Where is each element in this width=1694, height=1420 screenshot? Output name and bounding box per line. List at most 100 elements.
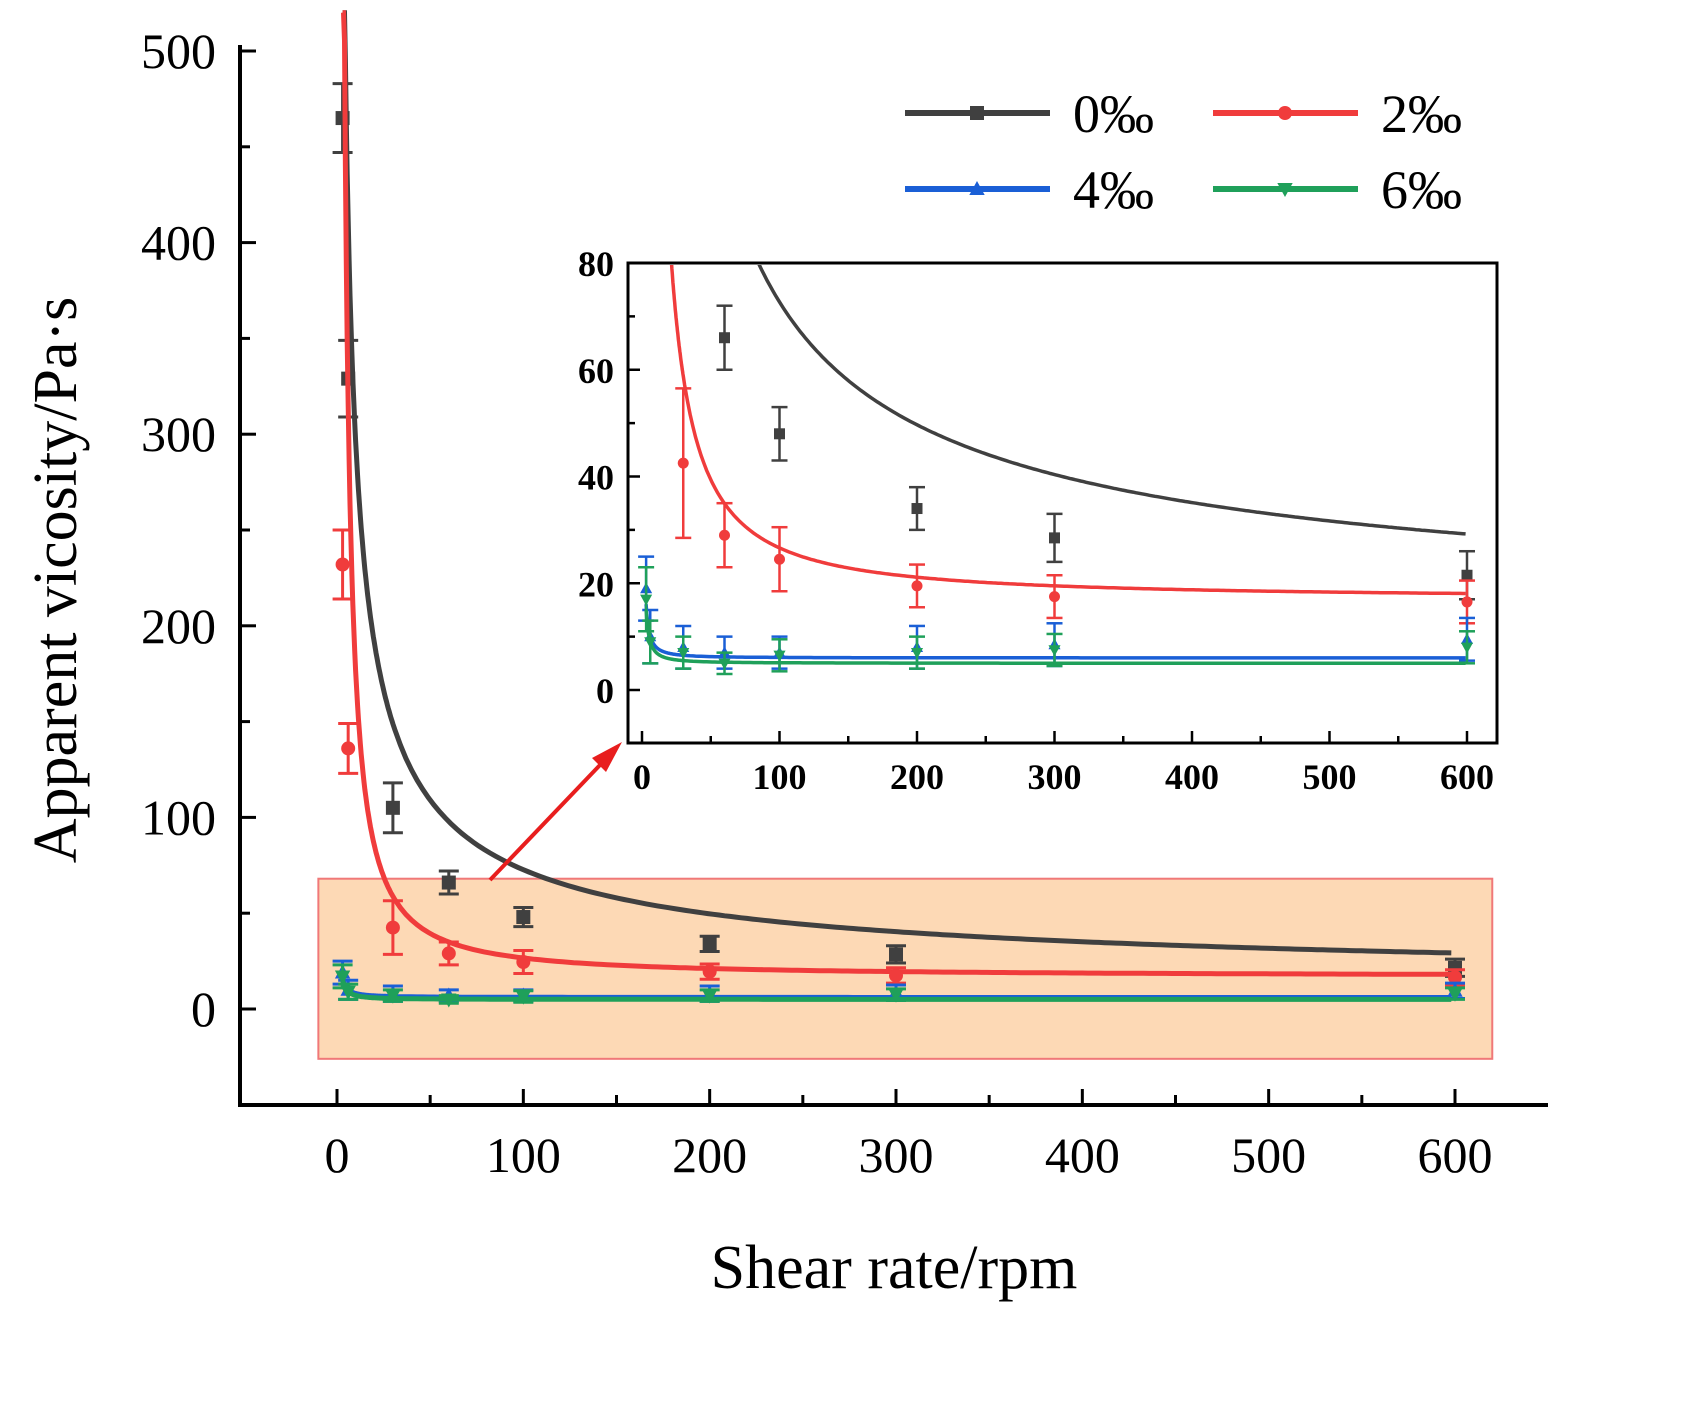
legend-item-1: 2‰: [1213, 84, 1462, 144]
inset-data-point: [677, 457, 689, 469]
inset-fit-curve: [669, 265, 1466, 596]
arrow-head: [592, 742, 622, 772]
inset-data-point: [774, 428, 785, 440]
inset-data-point: [1049, 591, 1060, 603]
inset-data-point: [773, 650, 786, 662]
y-tick-label: 0: [191, 981, 216, 1037]
data-point: [1447, 987, 1463, 1002]
data-point: [516, 910, 531, 925]
data-point: [702, 936, 717, 951]
data-point: [889, 968, 903, 983]
inset-x-tick-label: 300: [1028, 757, 1082, 797]
inset-data-point: [718, 658, 731, 670]
series-1: [332, 10, 1465, 987]
inset-series-group: [638, 265, 1475, 676]
y-tick-label: 100: [141, 789, 216, 845]
inset-y-tick-label: 60: [578, 351, 614, 391]
fit-curve: [342, 10, 1452, 956]
legend-item-2: 4‰: [905, 160, 1154, 220]
legend-label: 2‰: [1381, 84, 1462, 144]
legend-marker: [1277, 183, 1293, 198]
inset-data-point: [910, 647, 924, 659]
inset-data-point: [719, 332, 730, 344]
inset-data-point: [774, 553, 785, 565]
x-tick-label: 300: [859, 1127, 934, 1183]
x-tick-label: 0: [325, 1127, 350, 1183]
inset-x-tick-label: 200: [890, 757, 944, 797]
inset-fit-curve: [644, 609, 1466, 666]
data-point: [888, 988, 904, 1003]
inset-frame: [626, 261, 1499, 745]
inset-data-point: [677, 647, 690, 659]
x-tick-label: 600: [1418, 1127, 1493, 1183]
data-point: [385, 989, 401, 1004]
inset-y-tick-label: 40: [578, 458, 614, 498]
data-point: [334, 970, 351, 985]
legend: 0‰ 2‰ 4‰ 6‰: [905, 84, 1462, 220]
inset-data-point: [644, 637, 657, 649]
data-point: [516, 955, 531, 970]
inset-y-tick-label: 20: [578, 564, 614, 604]
x-tick-label: 400: [1045, 1127, 1120, 1183]
inset-data-point: [1460, 642, 1474, 654]
inset-x-tick-label: 400: [1165, 757, 1219, 797]
x-tick-label: 100: [486, 1127, 561, 1183]
data-point: [385, 920, 400, 935]
inset-x-tick-label: 500: [1303, 757, 1357, 797]
y-tick-label: 500: [141, 23, 216, 79]
data-point: [1448, 960, 1462, 975]
legend-marker: [1278, 106, 1292, 120]
zoom-arrow: [488, 742, 622, 882]
data-point: [340, 985, 356, 1000]
inset-data-point: [911, 503, 923, 515]
inset-series-3: [638, 565, 1475, 676]
legend-label: 6‰: [1381, 160, 1462, 220]
inset-data-point: [1461, 596, 1473, 608]
inset-data-point: [911, 580, 923, 592]
inset-x-tick-label: 0: [633, 757, 651, 797]
fit-curve: [340, 979, 1452, 1002]
data-point: [515, 990, 532, 1005]
data-point: [441, 946, 456, 961]
arrow-shaft: [488, 763, 602, 882]
data-point: [335, 557, 350, 572]
data-point: [441, 993, 457, 1008]
legend-label: 0‰: [1073, 84, 1154, 144]
inset-y-tick-label: 0: [596, 671, 614, 711]
fit-curve: [341, 10, 1452, 977]
data-point: [385, 800, 400, 815]
x-axis-title: Shear rate/rpm: [711, 1234, 1078, 1302]
legend-item-3: 6‰: [1213, 160, 1462, 220]
inset-data-point: [1461, 569, 1473, 581]
y-tick-label: 300: [141, 406, 216, 462]
legend-marker: [970, 106, 984, 120]
inset-y-tick-label: 80: [578, 244, 614, 284]
data-point: [889, 947, 903, 962]
inset-fit-curve: [757, 265, 1466, 536]
series-3: [332, 963, 1465, 1008]
legend-item-0: 0‰: [905, 84, 1154, 144]
inset-data-point: [719, 529, 730, 541]
x-tick-label: 500: [1231, 1127, 1306, 1183]
legend-label: 4‰: [1073, 160, 1154, 220]
data-point: [702, 964, 717, 979]
data-point: [1448, 970, 1462, 985]
x-tick-label: 200: [672, 1127, 747, 1183]
inset-x-tick-label: 600: [1440, 757, 1494, 797]
inset-data-point: [1048, 645, 1061, 657]
legend-marker: [969, 180, 985, 195]
y-axis-title: Apparent vicosity/Pa·s: [22, 297, 90, 864]
inset-data-point: [640, 594, 653, 606]
data-point: [341, 741, 356, 756]
data-point: [701, 989, 718, 1004]
inset-x-tick-label: 100: [753, 757, 807, 797]
inset-series-1: [669, 265, 1475, 625]
inset-fit-curve: [644, 604, 1466, 660]
inset-plot: 0 20 40 60 80 0 100 200 300 400 500 600: [578, 244, 1499, 797]
y-tick-label: 200: [141, 598, 216, 654]
inset-series-0: [716, 265, 1475, 601]
inset-data-point: [1049, 532, 1060, 544]
y-tick-label: 400: [141, 215, 216, 271]
